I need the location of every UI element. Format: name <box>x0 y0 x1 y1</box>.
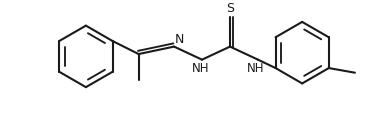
Text: N: N <box>175 33 184 46</box>
Text: NH: NH <box>191 62 209 75</box>
Text: NH: NH <box>247 62 265 75</box>
Text: S: S <box>226 2 234 15</box>
